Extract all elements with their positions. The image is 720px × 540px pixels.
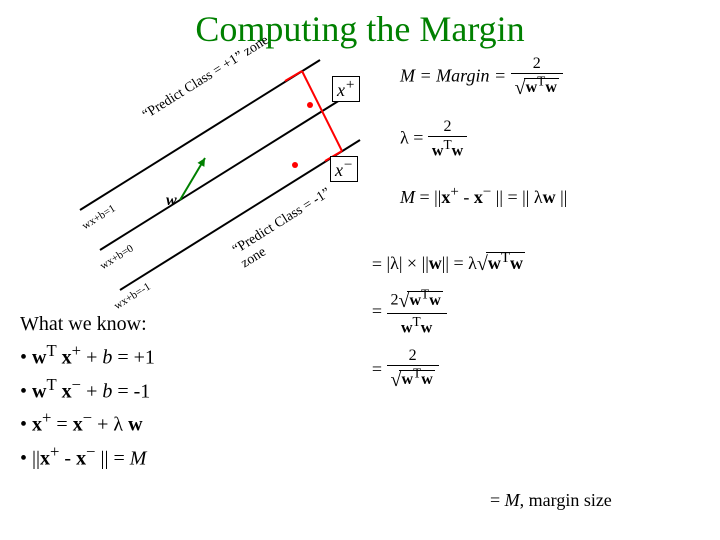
boxed-x_minus: x− [330,156,358,182]
margin-eq: M = Margin = 2 √wTw [400,55,710,100]
lambda-eq: λ = 2 wTw [400,118,710,160]
derivation-row: = |λ| × ||w|| = λ√wTw [350,250,710,276]
know-bullet: • wT x+ + b = +1 [20,339,155,373]
boxed-x_plus: x+ [332,76,360,102]
lambda-lhs: λ = [400,127,428,147]
know-heading: What we know: [20,310,155,339]
margin-size-note: = M, margin size [490,490,612,511]
slide-title: Computing the Margin [0,0,720,50]
lambda-fraction: 2 wTw [428,118,467,160]
know-bullet: • wT x− + b = -1 [20,373,155,407]
lambda-num: 2 [428,118,467,137]
derivation-block: = |λ| × ||w|| = λ√wTw = 2√wTwwTw = 2√wTw [350,250,710,402]
lambda-den: wTw [428,137,467,160]
frac-den: √wTw [511,74,563,100]
rhs-equations: M = Margin = 2 √wTw λ = 2 wTw M = ||x+ -… [400,55,710,226]
know-bullet: • x+ = x− + λ w [20,406,155,440]
derivation-row: = 2√wTwwTw [350,286,710,336]
m-norm-eq: M = ||x+ - x− || = || λw || [400,184,710,208]
diagram-label-w: w [166,192,177,210]
margin-eq-prefix: M = Margin = [400,66,511,86]
margin-diagram: “Predict Class = +1” zone“Predict Class … [60,50,370,280]
frac-num: 2 [511,55,563,74]
what-we-know: What we know: • wT x+ + b = +1• wT x− + … [20,310,155,474]
derivation-row: = 2√wTw [350,347,710,392]
margin-fraction: 2 √wTw [511,55,563,100]
know-bullet: • ||x+ - x− || = M [20,440,155,474]
